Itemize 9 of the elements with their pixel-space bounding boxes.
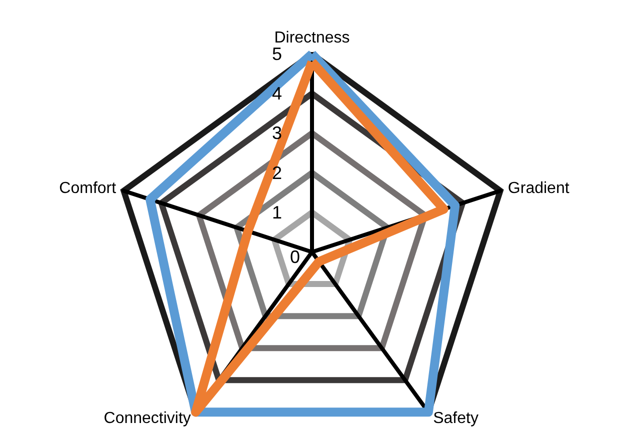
spoke-label: Connectivity <box>104 410 191 428</box>
spoke-label: Directness <box>274 30 350 46</box>
y-tick-label: 3 <box>272 123 282 144</box>
spoke-label: Safety <box>433 410 478 428</box>
y-tick-label: 5 <box>272 44 282 64</box>
y-tick-label: 0 <box>290 247 300 267</box>
spoke-label: Gradient <box>508 180 570 197</box>
y-tick-label: 1 <box>272 202 282 222</box>
spoke-label: Comfort <box>59 180 117 197</box>
